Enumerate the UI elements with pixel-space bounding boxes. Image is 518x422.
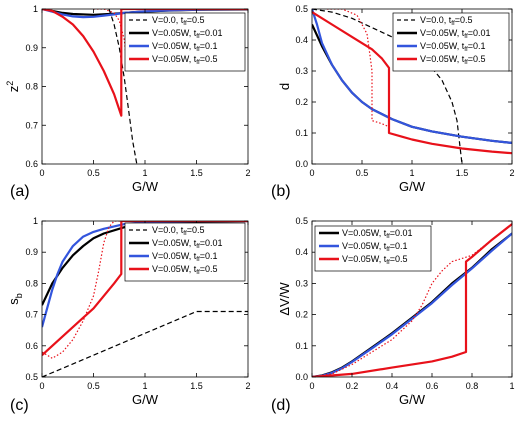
y-axis-label: z2: [5, 81, 21, 93]
x-tick-label: 1.5: [190, 168, 203, 178]
legend-entry: V=0.05W, tff=0.5: [420, 54, 486, 66]
x-tick-label: 2: [509, 168, 514, 178]
y-tick-label: 0.2: [295, 97, 308, 107]
legend-entry: V=0.05W, tff=0.5: [152, 264, 218, 276]
series-line-3: [312, 223, 512, 377]
series-group: [42, 9, 248, 164]
legend-entry: V=0.0, tff=0.5: [152, 225, 205, 237]
legend: V=0.0, tff=0.5V=0.05W, tff=0.01V=0.05W, …: [392, 12, 510, 72]
panel-label: (c): [10, 397, 29, 414]
y-tick-label: 0.7: [25, 120, 38, 130]
y-tick-label: 0.3: [295, 278, 308, 288]
legend-entry: V=0.05W, tff=0.1: [152, 251, 218, 263]
y-tick-label: 0.4: [295, 35, 308, 45]
x-tick-label: 1: [509, 381, 514, 391]
x-tick-label: 0.2: [346, 381, 359, 391]
series-line-3: [42, 221, 248, 357]
y-tick-label: 0.0: [295, 372, 308, 382]
y-tick-label: 0.4: [295, 247, 308, 257]
y-tick-label: 0.1: [295, 341, 308, 351]
panel-label: (a): [10, 183, 30, 200]
series-line-0: [108, 9, 138, 164]
legend: V=0.0, tff=0.5V=0.05W, tff=0.01V=0.05W, …: [124, 12, 246, 72]
series-line-4: [42, 221, 125, 359]
y-tick-label: 0.8: [25, 278, 38, 288]
legend-box: [124, 12, 246, 72]
y-tick-label: 0.1: [295, 128, 308, 138]
series-line-2: [42, 9, 248, 19]
legend-entry: V=0.05W, tff=0.5: [342, 254, 408, 266]
panel-c: 0 0.5 1 1.5 20.50.60.70.80.91G/Wsb(c)V=0.0, …: [6, 216, 251, 414]
y-tick-label: 1: [33, 4, 38, 14]
x-tick-label: 2: [245, 381, 250, 391]
x-tick-label: 0: [309, 168, 314, 178]
legend-entry: V=0.05W, tff=0.1: [152, 41, 218, 53]
legend-entry: V=0.05W, tff=0.01: [152, 238, 223, 250]
series-line-3: [312, 11, 512, 155]
axes-frame: [311, 220, 513, 378]
x-axis-label: G/W: [399, 179, 426, 194]
legend-entry: V=0.0, tff=0.5: [152, 15, 205, 27]
y-tick-label: 0.5: [295, 4, 308, 14]
y-tick-label: 0.7: [25, 310, 38, 320]
x-tick-label: 2: [245, 168, 250, 178]
x-axis-label: G/W: [132, 392, 159, 407]
legend-entry: V=0.05W, tff=0.5: [152, 54, 218, 66]
y-tick-label: 0.6: [25, 341, 38, 351]
legend-entry: V=0.05W, tff=0.01: [420, 28, 491, 40]
series-line-0: [42, 310, 248, 377]
legend-entry: V=0.05W, tff=0.1: [342, 241, 408, 253]
series-line-2: [312, 9, 512, 144]
x-tick-label: 0.8: [466, 381, 479, 391]
y-tick-label: 0.0: [295, 159, 308, 169]
series-line-1: [312, 232, 512, 377]
series-line-4: [93, 9, 128, 64]
y-tick-label: 0.9: [25, 43, 38, 53]
y-tick-label: 0.9: [25, 247, 38, 257]
x-tick-label: 1: [142, 381, 147, 391]
legend-box: [124, 222, 246, 282]
legend-entry: V=0.05W, tff=0.1: [420, 41, 486, 53]
legend-entry: V=0.05W, tff=0.01: [342, 228, 413, 240]
legend-entry: V=0.05W, tff=0.01: [152, 28, 223, 40]
x-tick-label: 0.5: [87, 381, 100, 391]
x-tick-label: 1.5: [456, 168, 469, 178]
y-axis-label: sb: [6, 293, 24, 305]
series-group: [312, 223, 512, 377]
x-axis-label: G/W: [399, 392, 426, 407]
y-tick-label: 0.8: [25, 82, 38, 92]
x-tick-label: 1.5: [190, 381, 203, 391]
x-tick-label: 0.5: [87, 168, 100, 178]
y-axis-label: ΔV/W: [277, 282, 292, 316]
legend: V=0.05W, tff=0.01V=0.05W, tff=0.1V=0.05W…: [314, 225, 432, 272]
y-axis-label: d: [277, 83, 292, 90]
y-tick-label: 0.5: [295, 216, 308, 226]
y-tick-label: 0.6: [25, 159, 38, 169]
y-tick-label: 1: [33, 216, 38, 226]
x-tick-label: 0.5: [356, 168, 369, 178]
y-tick-label: 0.5: [25, 372, 38, 382]
panel-label: (d): [271, 397, 291, 414]
panel-d: 0 0.2 0.4 0.6 0.8 1 0.0 0.1 0.2 0.3 0.4 0.5 G/W ΔV/W (…: [271, 216, 515, 414]
y-tick-label: 0.2: [295, 310, 308, 320]
x-tick-label: 1: [142, 168, 147, 178]
x-axis-label: G/W: [132, 179, 159, 194]
legend-entry: V=0.0, tff=0.5: [420, 15, 473, 27]
x-tick-label: 0.4: [386, 381, 399, 391]
x-tick-label: 0: [309, 381, 314, 391]
series-line-2: [312, 223, 512, 377]
x-tick-label: 1: [409, 168, 414, 178]
x-tick-label: 0.6: [426, 381, 439, 391]
series-line-3: [42, 9, 248, 117]
x-tick-label: 0: [39, 381, 44, 391]
legend-box: [392, 12, 510, 72]
panel-b: 0 0.5 1 1.5 2 0.0 0.1 0.2 0.3 0.4 0.5 G/W d (b) V=0.0,…: [271, 4, 515, 200]
y-tick-label: 0.3: [295, 66, 308, 76]
panel-a: 0 0.5 1 1.5 20.60.70.80.91G/Wz2(a)V=0.0, tff…: [5, 4, 251, 200]
legend: V=0.0, tff=0.5V=0.05W, tff=0.01V=0.05W, …: [124, 222, 246, 282]
panel-label: (b): [271, 183, 291, 200]
x-tick-label: 0: [39, 168, 44, 178]
series-line-4: [327, 9, 390, 128]
